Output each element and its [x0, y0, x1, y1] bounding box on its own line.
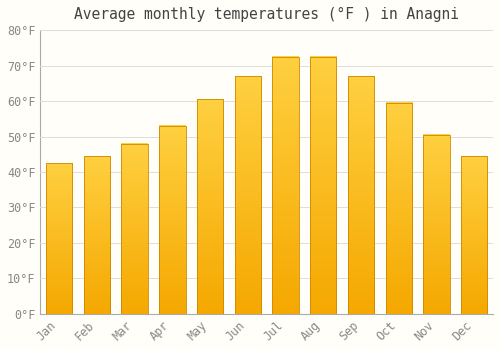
Bar — [84, 156, 110, 314]
Bar — [46, 163, 72, 314]
Title: Average monthly temperatures (°F ) in Anagni: Average monthly temperatures (°F ) in An… — [74, 7, 459, 22]
Bar — [348, 76, 374, 314]
Bar — [461, 156, 487, 314]
Bar — [272, 57, 299, 314]
Bar — [424, 135, 450, 314]
Bar — [386, 103, 412, 314]
Bar — [197, 99, 224, 314]
Bar — [310, 57, 336, 314]
Bar — [159, 126, 186, 314]
Bar — [122, 144, 148, 314]
Bar — [234, 76, 261, 314]
